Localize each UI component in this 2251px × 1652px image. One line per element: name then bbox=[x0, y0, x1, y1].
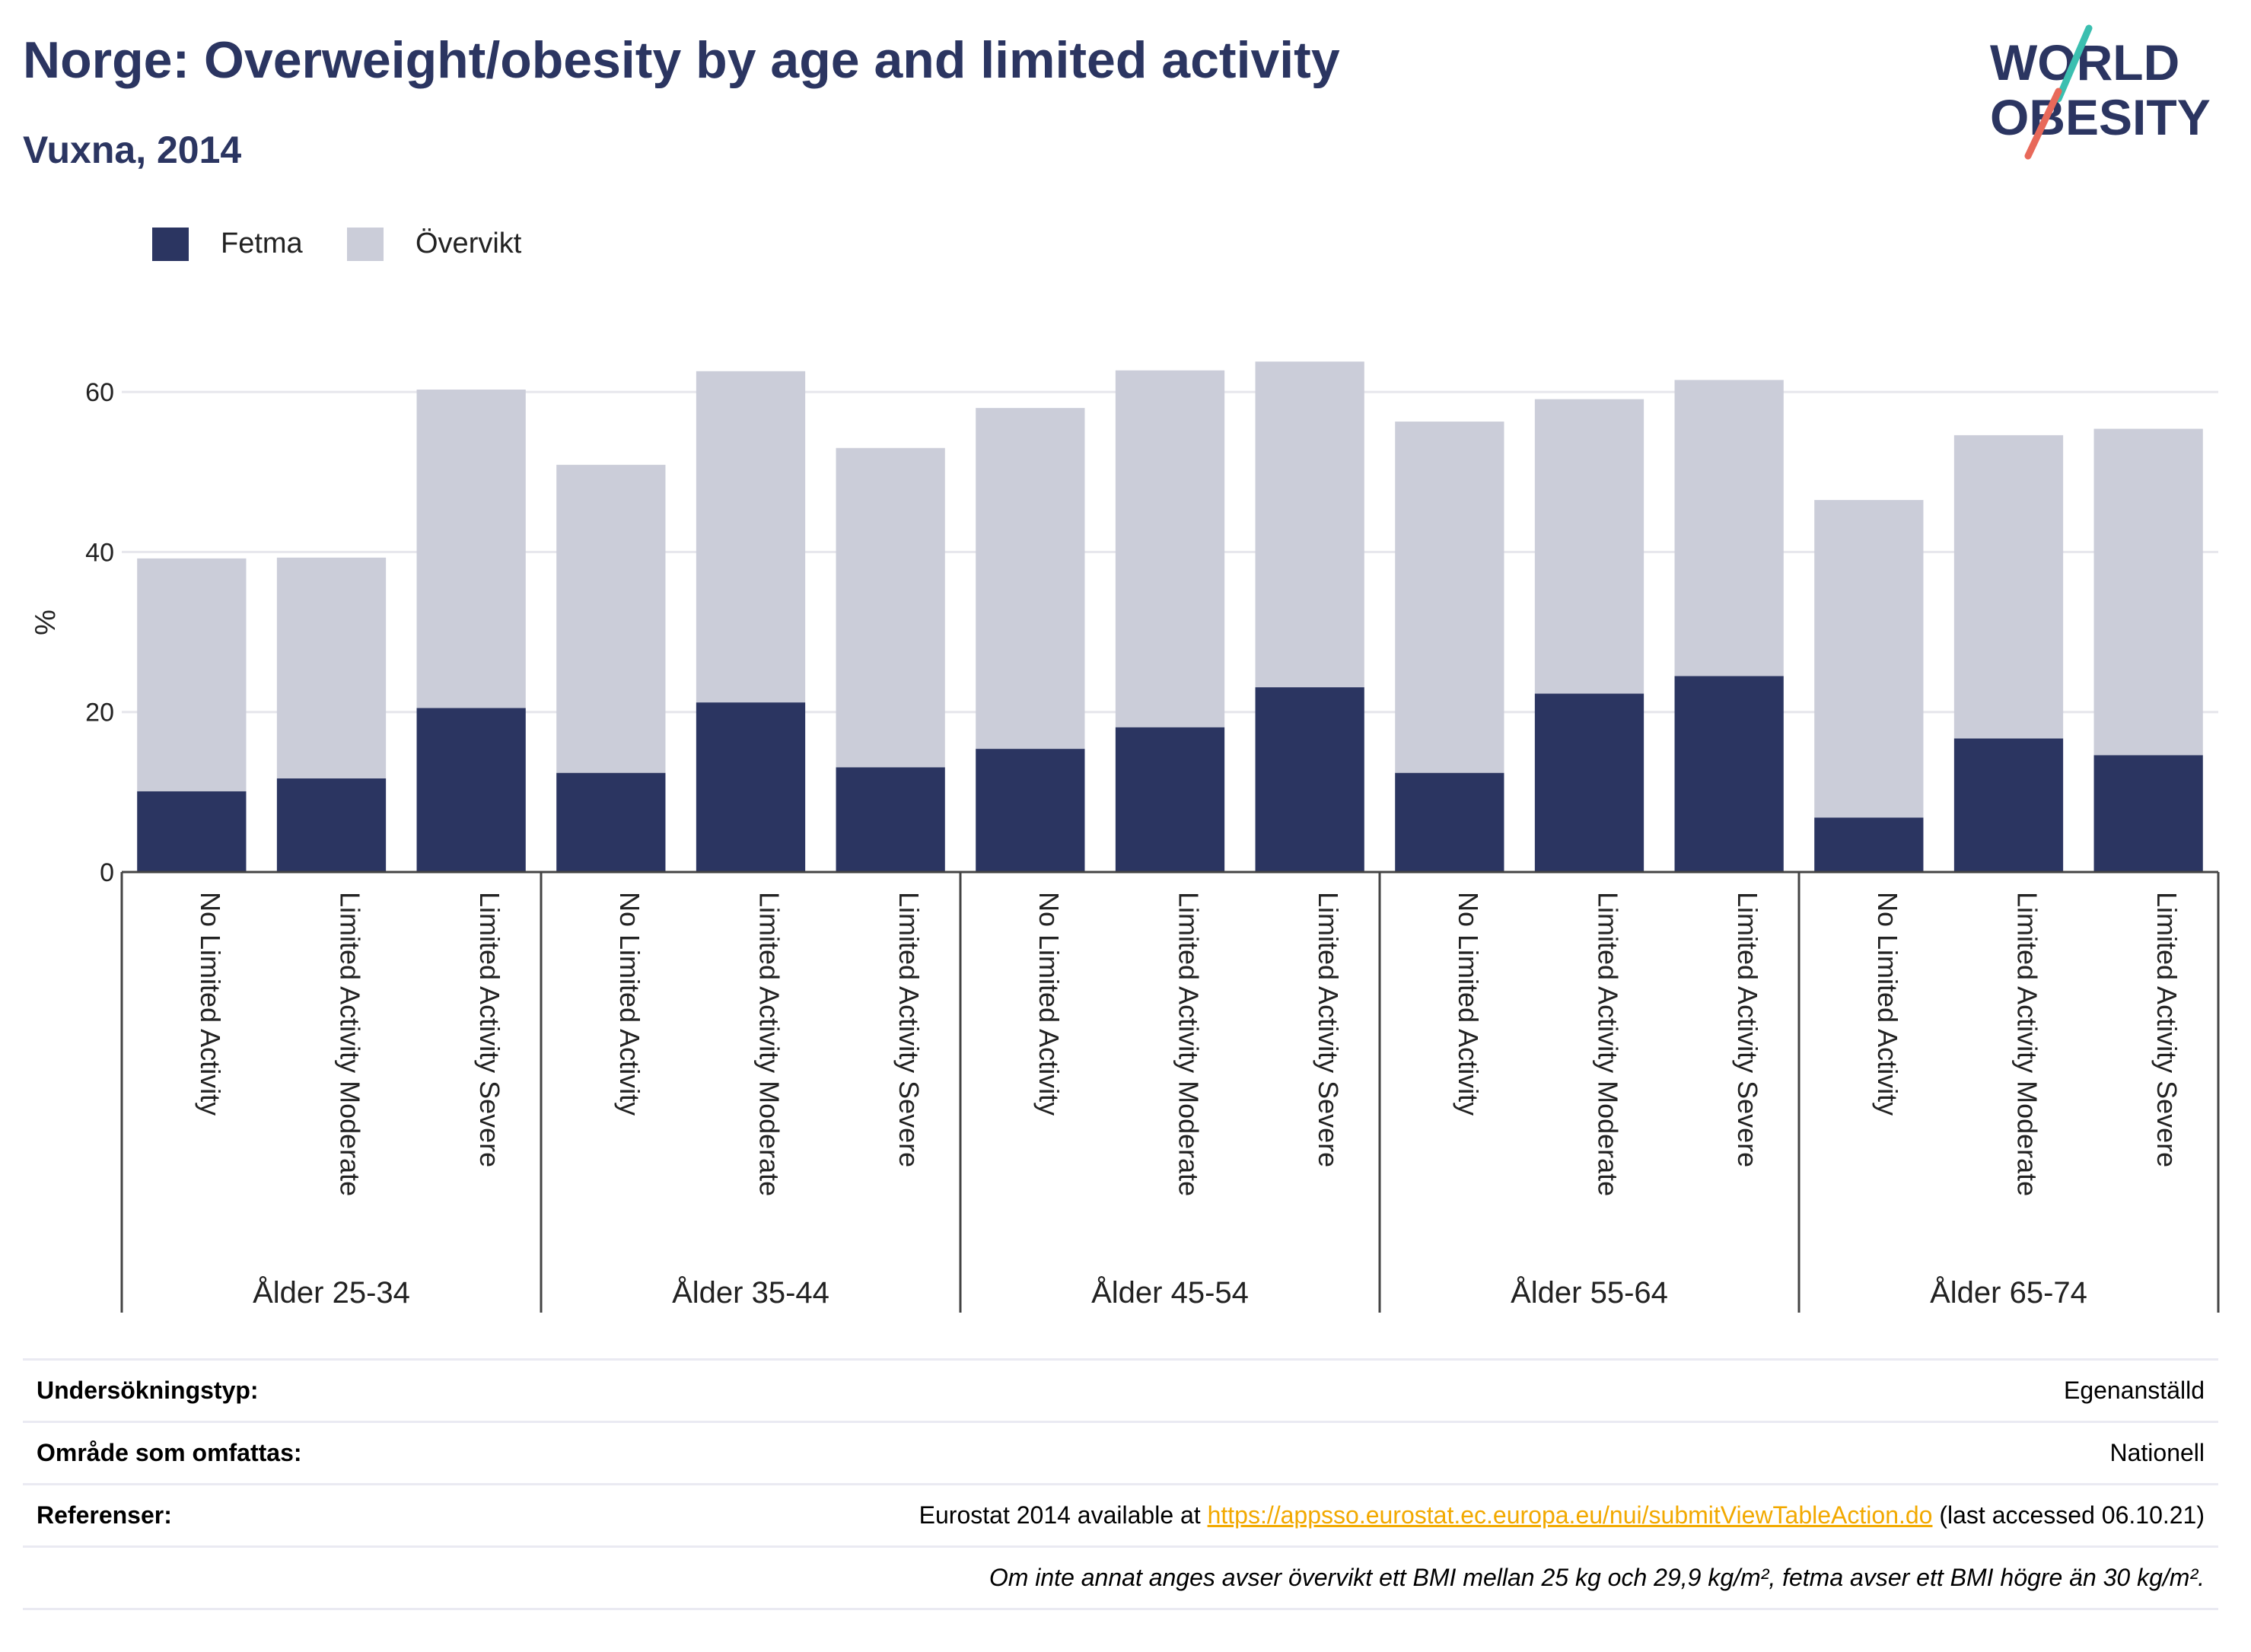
bmi-note: Om inte annat anges avser övervikt ett B… bbox=[422, 1545, 2218, 1610]
info-row-area: Område som omfattas: Nationell bbox=[23, 1421, 2218, 1485]
references-label: Referenser: bbox=[23, 1483, 423, 1547]
bar-fetma bbox=[1534, 693, 1644, 872]
bar-fetma bbox=[1814, 817, 1924, 872]
x-category-label: Limited Activity Moderate bbox=[1593, 892, 1624, 1196]
bar-fetma bbox=[1115, 727, 1225, 872]
bar-fetma bbox=[137, 791, 247, 872]
y-tick-label: 0 bbox=[100, 858, 114, 887]
bar-overvikt bbox=[836, 447, 945, 768]
chart-subtitle: Vuxna, 2014 bbox=[23, 129, 242, 171]
stacked-bar-chart: 0 20 40 60% No Limited Activity Limited Activ… bbox=[30, 361, 2220, 1313]
x-category-label: No Limited Activity bbox=[1872, 892, 1903, 1116]
bar-fetma bbox=[1953, 738, 2064, 872]
x-category-label: Limited Activity Moderate bbox=[1173, 892, 1205, 1196]
info-table: Undersökningstyp: Egenanställd Område so… bbox=[23, 1358, 2218, 1610]
bar-fetma bbox=[976, 749, 1085, 872]
bar-fetma bbox=[836, 767, 945, 872]
bar-fetma bbox=[696, 702, 806, 872]
y-tick-label: 20 bbox=[85, 699, 114, 727]
bar-overvikt bbox=[416, 389, 526, 708]
x-category-label: Limited Activity Severe bbox=[474, 892, 505, 1167]
legend-swatch-overvikt bbox=[347, 228, 384, 261]
bar-overvikt bbox=[137, 558, 247, 791]
bar-fetma bbox=[1395, 772, 1504, 872]
bar-fetma bbox=[1255, 687, 1364, 872]
info-row-note: Om inte annat anges avser övervikt ett B… bbox=[23, 1545, 2218, 1610]
world-obesity-logo: WORLD OBESITY bbox=[1990, 24, 2211, 160]
bar-overvikt bbox=[556, 464, 666, 773]
y-tick-label: 40 bbox=[85, 538, 114, 567]
bar-overvikt bbox=[1674, 380, 1784, 676]
bar-fetma bbox=[416, 708, 526, 872]
legend-label-overvikt: Övervikt bbox=[415, 228, 522, 259]
info-row-references: Referenser: Eurostat 2014 available at h… bbox=[23, 1483, 2218, 1547]
logo-word-obesity: OBESITY bbox=[1990, 89, 2211, 145]
x-category-label: No Limited Activity bbox=[1033, 892, 1065, 1116]
note-spacer bbox=[23, 1545, 423, 1610]
bar-fetma bbox=[1674, 676, 1784, 872]
survey-type-value: Egenanställd bbox=[422, 1358, 2218, 1422]
survey-type-label: Undersökningstyp: bbox=[23, 1358, 423, 1422]
bar-fetma bbox=[556, 772, 666, 872]
bar-overvikt bbox=[1395, 422, 1504, 773]
bar-overvikt bbox=[696, 371, 806, 703]
reference-link[interactable]: https://appsso.eurostat.ec.europa.eu/nui… bbox=[1207, 1501, 1933, 1529]
x-group-label: Ålder 25-34 bbox=[253, 1275, 410, 1310]
bar-overvikt bbox=[1814, 500, 1924, 818]
chart-title: Norge: Overweight/obesity by age and lim… bbox=[23, 31, 1340, 89]
x-category-label: Limited Activity Moderate bbox=[2012, 892, 2043, 1196]
bar-fetma bbox=[2093, 755, 2203, 872]
x-category-label: Limited Activity Moderate bbox=[754, 892, 785, 1196]
legend-swatch-fetma bbox=[152, 228, 189, 261]
bar-overvikt bbox=[1534, 399, 1644, 694]
area-value: Nationell bbox=[422, 1421, 2218, 1485]
x-category-label: Limited Activity Severe bbox=[2151, 892, 2183, 1167]
references-value: Eurostat 2014 available at https://appss… bbox=[422, 1483, 2218, 1547]
legend-label-fetma: Fetma bbox=[221, 228, 303, 259]
x-category-label: No Limited Activity bbox=[195, 892, 226, 1116]
bar-overvikt bbox=[2093, 428, 2203, 756]
x-category-label: Limited Activity Moderate bbox=[335, 892, 366, 1196]
area-label: Område som omfattas: bbox=[23, 1421, 423, 1485]
bar-overvikt bbox=[1953, 434, 2064, 739]
reference-suffix: (last accessed 06.10.21) bbox=[1932, 1501, 2205, 1529]
info-row-survey-type: Undersökningstyp: Egenanställd bbox=[23, 1358, 2218, 1422]
bar-overvikt bbox=[1255, 361, 1364, 688]
bar-overvikt bbox=[1115, 370, 1225, 727]
y-tick-label: 60 bbox=[85, 378, 114, 407]
y-axis-label: % bbox=[30, 610, 62, 635]
bar-overvikt bbox=[276, 557, 387, 778]
x-category-label: No Limited Activity bbox=[1453, 892, 1484, 1116]
x-group-label: Ålder 35-44 bbox=[672, 1275, 829, 1310]
logo-slash-teal bbox=[2055, 24, 2093, 103]
x-category-label: Limited Activity Severe bbox=[1313, 892, 1344, 1167]
x-group-label: Ålder 45-54 bbox=[1091, 1275, 1249, 1310]
bar-fetma bbox=[276, 778, 387, 872]
x-group-label: Ålder 55-64 bbox=[1511, 1275, 1668, 1310]
x-category-label: Limited Activity Severe bbox=[1732, 892, 1763, 1167]
x-group-label: Ålder 65-74 bbox=[1930, 1275, 2087, 1310]
bar-overvikt bbox=[976, 408, 1085, 750]
x-category-label: No Limited Activity bbox=[614, 892, 645, 1116]
logo-slash-red bbox=[2024, 88, 2062, 160]
reference-prefix: Eurostat 2014 available at bbox=[919, 1501, 1208, 1529]
x-category-label: Limited Activity Severe bbox=[893, 892, 925, 1167]
